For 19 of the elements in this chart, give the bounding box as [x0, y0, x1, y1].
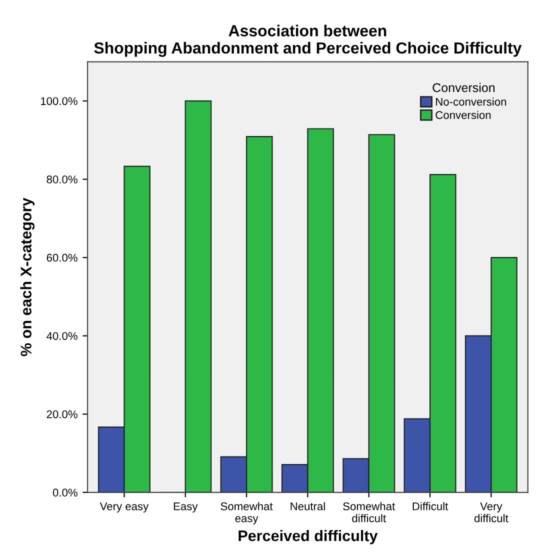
x-tick-label: Neutral: [290, 502, 325, 510]
x-tick-label: Very difficult: [474, 502, 508, 522]
y-tick-label: 0.0%: [52, 488, 78, 497]
legend-title: Conversion: [432, 82, 495, 92]
x-tick-label: Difficult: [412, 502, 448, 510]
x-tick-label: Very easy: [100, 502, 149, 512]
y-tick-label: 80.0%: [46, 176, 78, 184]
x-axis-title: Perceived difficulty: [238, 530, 378, 544]
y-tick-label: 20.0%: [46, 410, 78, 418]
x-tick-label: Easy: [174, 502, 198, 512]
legend-label: No-conversion: [436, 98, 506, 106]
x-tick-label: Somewhat difficult: [343, 502, 396, 522]
y-tick-label: 100.0%: [40, 97, 78, 106]
chart-title: Association between Shopping Abandonment and Perceived Choice Difficulty: [94, 24, 522, 57]
legend-label: Conversion: [436, 110, 491, 119]
y-tick-label: 60.0%: [46, 254, 78, 262]
x-tick-label: Somewhat easy: [220, 502, 273, 524]
y-axis-title: % on each X-category: [20, 198, 35, 356]
y-tick-label: 40.0%: [46, 332, 78, 340]
